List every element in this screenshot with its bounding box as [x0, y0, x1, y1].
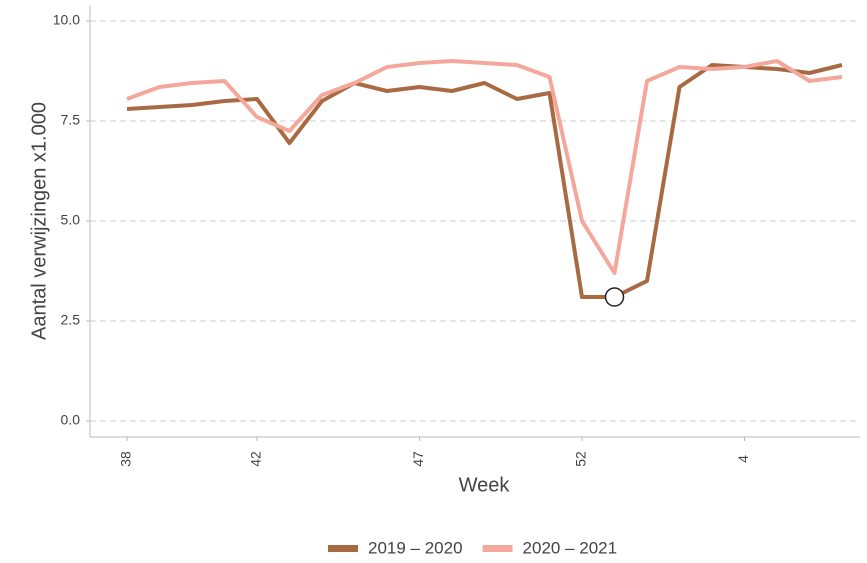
legend-label: 2020 – 2021 — [523, 538, 618, 557]
series-line — [126, 63, 843, 299]
x-axis-label: Week — [459, 474, 511, 496]
x-tick-label: 47 — [410, 451, 426, 467]
y-tick-label: 0.0 — [61, 412, 81, 428]
x-tick-label: 52 — [573, 451, 589, 467]
x-tick-label: 38 — [118, 451, 134, 467]
y-axis-label: Aantal verwijzingen x1.000 — [28, 102, 50, 340]
legend: 2019 – 2020 2020 – 2021 — [328, 538, 617, 557]
y-tick-label: 7.5 — [61, 112, 81, 128]
legend-swatch — [482, 545, 513, 552]
y-tick-label: 10.0 — [53, 12, 80, 28]
y-tick-label: 2.5 — [61, 312, 81, 328]
legend-label: 2019 – 2020 — [368, 538, 463, 557]
x-tick-label: 4 — [735, 455, 751, 463]
legend-swatch — [328, 545, 358, 552]
x-tick-label: 42 — [248, 451, 264, 467]
highlight-marker — [604, 287, 625, 307]
y-tick-label: 5.0 — [61, 212, 81, 228]
series-line — [126, 59, 843, 275]
